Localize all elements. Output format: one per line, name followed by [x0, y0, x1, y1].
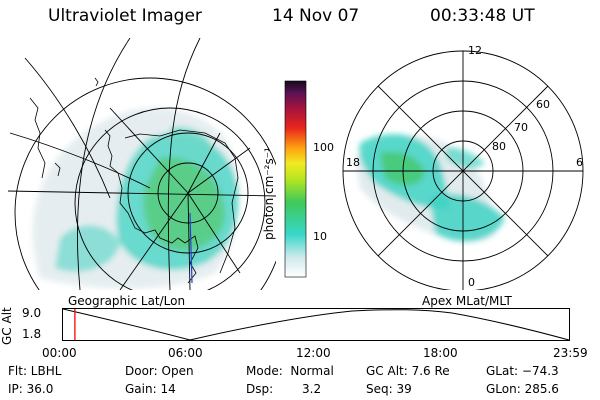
status-mode: Mode: Normal	[246, 364, 334, 378]
timeline-axis-label: GC Alt	[0, 307, 14, 345]
uv-emission-image-apex	[355, 133, 505, 242]
mlat-label-60: 60	[536, 98, 550, 111]
mlat-mlt-grid	[342, 50, 584, 290]
lat-lon-grid	[8, 38, 276, 290]
instrument-title: Ultraviolet Imager	[48, 6, 202, 26]
status-gain: Gain: 14	[125, 382, 176, 396]
colorbar	[284, 80, 307, 278]
status-ip: IP: 36.0	[8, 382, 54, 396]
status-seq: Seq: 39	[366, 382, 412, 396]
status-door: Door: Open	[125, 364, 194, 378]
mlt-label-12: 12	[468, 44, 482, 57]
altitude-timeline	[62, 308, 570, 341]
status-gc-alt: GC Alt: 7.6 Re	[366, 364, 450, 378]
mlt-label-0: 0	[468, 276, 475, 289]
timeline-xtick-1800: 18:00	[423, 346, 458, 360]
status-flt: Flt: LBHL	[8, 364, 62, 378]
geographic-caption: Geographic Lat/Lon	[68, 294, 186, 308]
colorbar-tick-10: 10	[313, 230, 327, 243]
colorbar-tick-100: 100	[313, 141, 334, 154]
apex-caption: Apex MLat/MLT	[422, 294, 512, 308]
status-dsp-label: Dsp:	[246, 382, 274, 396]
timeline-ytick-top: 9.0	[22, 306, 42, 320]
time-label: 00:33:48 UT	[430, 6, 535, 26]
timeline-xtick-0600: 06:00	[168, 346, 203, 360]
mlt-label-18: 18	[346, 156, 360, 169]
geographic-map-panel	[8, 38, 276, 290]
colorbar-unit-label: photon cm⁻²s⁻¹	[262, 147, 276, 240]
status-dsp-value: 3.2	[302, 382, 322, 396]
mlt-label-6: 6	[576, 156, 583, 169]
timeline-xtick-1200: 12:00	[296, 346, 331, 360]
timeline-xtick-0000: 00:00	[42, 346, 77, 360]
coastline	[29, 77, 239, 284]
spacecraft-meridian	[189, 212, 193, 284]
status-glat: GLat: −74.3	[486, 364, 559, 378]
date-label: 14 Nov 07	[272, 6, 360, 26]
mlat-label-80: 80	[492, 140, 506, 153]
mlat-label-70: 70	[514, 121, 528, 134]
status-glon: GLon: 285.6	[486, 382, 559, 396]
timeline-ytick-bottom: 1.8	[22, 327, 42, 341]
timeline-xtick-2359: 23:59	[553, 346, 588, 360]
magnetic-map-panel	[342, 50, 584, 290]
